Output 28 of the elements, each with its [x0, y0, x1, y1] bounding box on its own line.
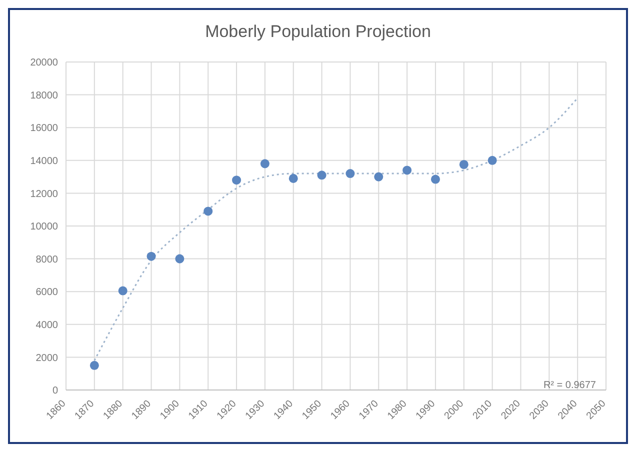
- point: [459, 160, 468, 170]
- point: [146, 252, 156, 261]
- y-tick-label: 0: [52, 386, 58, 397]
- point: [488, 156, 497, 165]
- y-tick-label: 18000: [30, 90, 58, 102]
- y-tick-label: 6000: [36, 287, 58, 298]
- point: [288, 174, 298, 183]
- y-tick-label: 2000: [36, 352, 58, 364]
- point: [402, 166, 412, 175]
- y-tick-label: 20000: [30, 58, 58, 69]
- point: [175, 254, 184, 264]
- y-tick-label: 12000: [30, 188, 58, 200]
- point: [260, 159, 270, 168]
- point: [374, 172, 384, 182]
- y-tick-label: 10000: [30, 222, 58, 233]
- y-tick-label: 16000: [30, 123, 58, 134]
- y-tick-label: 8000: [36, 254, 58, 266]
- point: [317, 170, 326, 180]
- y-tick-label: 14000: [30, 156, 58, 167]
- annotation: R² = 0.9677: [543, 380, 596, 391]
- point: [232, 176, 242, 185]
- point: [204, 206, 213, 216]
- point: [90, 360, 99, 370]
- point: [118, 286, 128, 296]
- chart-title: Moberly Population Projection: [204, 21, 432, 43]
- point: [346, 169, 355, 178]
- point: [430, 174, 440, 184]
- y-tick-label: 4000: [36, 320, 58, 331]
